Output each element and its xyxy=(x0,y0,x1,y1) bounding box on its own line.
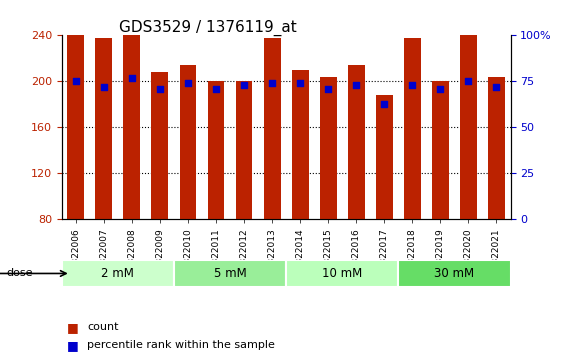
Point xyxy=(240,82,249,88)
Point xyxy=(268,80,277,86)
Bar xyxy=(264,38,280,219)
Text: ■: ■ xyxy=(67,339,79,352)
Bar xyxy=(488,77,505,219)
Bar xyxy=(376,95,393,219)
Bar xyxy=(95,38,112,219)
Point xyxy=(211,86,220,92)
Text: GDS3529 / 1376119_at: GDS3529 / 1376119_at xyxy=(119,19,296,36)
Bar xyxy=(460,30,477,219)
Point xyxy=(155,86,164,92)
Bar xyxy=(123,0,140,219)
Bar xyxy=(286,260,398,287)
Point xyxy=(464,79,473,84)
Point xyxy=(436,86,445,92)
Bar xyxy=(208,81,224,219)
Text: percentile rank within the sample: percentile rank within the sample xyxy=(87,340,275,350)
Point xyxy=(71,79,80,84)
Bar xyxy=(432,81,449,219)
Bar xyxy=(151,72,168,219)
Point xyxy=(352,82,361,88)
Point xyxy=(99,84,108,90)
Bar xyxy=(62,260,174,287)
Text: 30 mM: 30 mM xyxy=(434,267,475,280)
Point xyxy=(183,80,192,86)
Text: count: count xyxy=(87,322,118,332)
Point xyxy=(296,80,305,86)
Point xyxy=(324,86,333,92)
Bar xyxy=(236,81,252,219)
Bar xyxy=(67,0,84,219)
Point xyxy=(127,75,136,81)
Point xyxy=(492,84,501,90)
Text: ■: ■ xyxy=(67,321,79,334)
Bar xyxy=(292,70,309,219)
Bar xyxy=(174,260,286,287)
Text: dose: dose xyxy=(7,268,33,278)
Bar xyxy=(404,38,421,219)
Text: 5 mM: 5 mM xyxy=(214,267,246,280)
Bar xyxy=(320,77,337,219)
Text: 2 mM: 2 mM xyxy=(102,267,134,280)
Text: 10 mM: 10 mM xyxy=(322,267,362,280)
Bar xyxy=(398,260,511,287)
Point xyxy=(380,101,389,106)
Bar xyxy=(348,65,365,219)
Point xyxy=(408,82,417,88)
Bar xyxy=(180,65,196,219)
